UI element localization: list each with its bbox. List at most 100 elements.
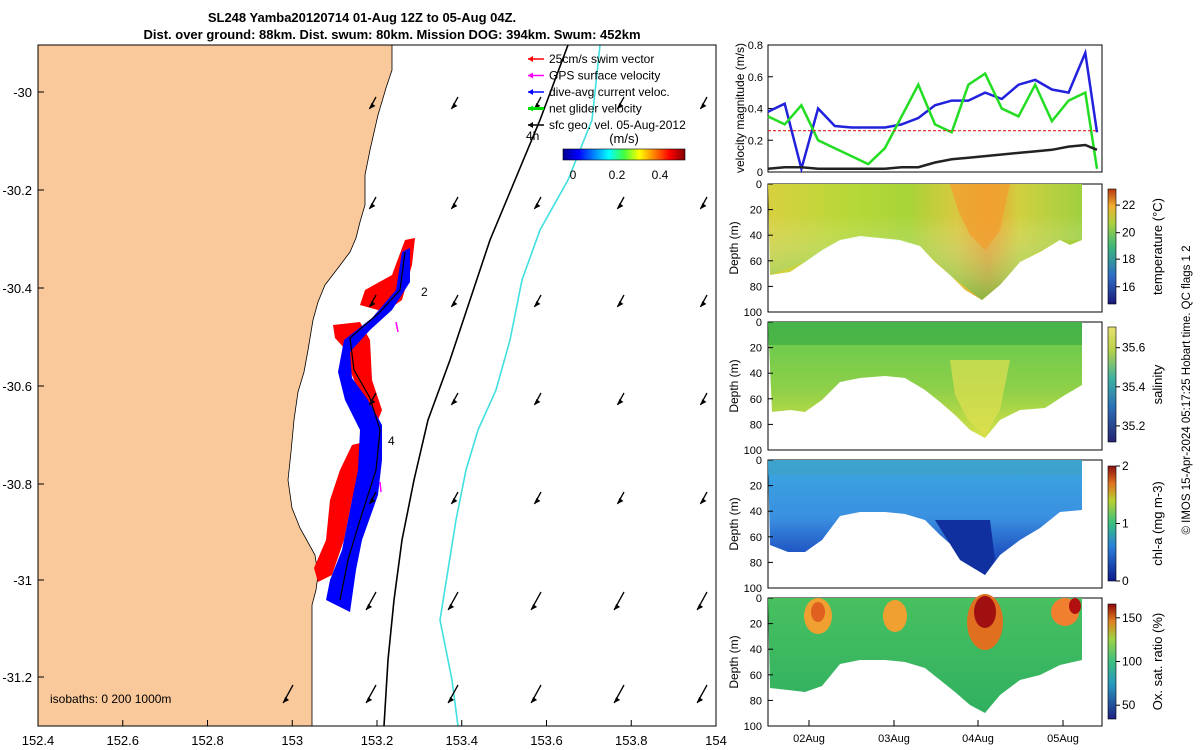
colorbar-tick-label: 50	[1122, 698, 1136, 712]
salinity-field	[768, 322, 1082, 438]
geo-velocity-arrow	[616, 196, 625, 210]
current-vectors	[326, 248, 410, 612]
geo-velocity-arrow	[447, 684, 459, 704]
geo-velocity-arrow	[365, 591, 377, 611]
colorbar-tick-1: 0.2	[609, 168, 626, 182]
depth-axis-label: Depth (m)	[727, 497, 741, 550]
glider-track	[339, 251, 406, 601]
track-label-2: 2	[421, 285, 428, 299]
depth-tick-label: 100	[744, 583, 762, 595]
depth-tick-label: 40	[750, 644, 762, 656]
temperature-panel	[767, 183, 1103, 313]
depth-tick-label: 80	[750, 419, 762, 431]
colorbar-tick-label: 2	[1122, 459, 1129, 473]
depth-tick-label: 60	[750, 394, 762, 406]
colorbar-tick-label: 1	[1122, 517, 1129, 531]
map-xtick-label: 152.6	[106, 733, 139, 748]
legend-entry: sfc geo. vel. 05-Aug-2012	[528, 118, 686, 132]
geo-velocity-arrow	[533, 491, 542, 505]
depth-tick-label: 60	[750, 670, 762, 682]
oxygen-field	[768, 598, 1082, 713]
colorbar-tick-2: 0.4	[652, 168, 669, 182]
geo-velocity-arrow	[696, 684, 708, 704]
map-ytick-label: -30.2	[2, 183, 32, 198]
velocity-ytick-label: 0	[757, 167, 763, 179]
map-legend: 25cm/s swim vector GPS surface velocity di…	[528, 52, 686, 132]
track-label-4h: 4h	[526, 129, 539, 143]
colorbar-tick-label: 18	[1122, 252, 1136, 266]
colorbar-tick-label: 35.2	[1122, 419, 1146, 433]
geo-velocity-arrow	[699, 96, 708, 110]
velocity-series-line	[767, 71, 1099, 169]
map-ytick-label: -30.8	[2, 477, 32, 492]
section-label: salinity	[1150, 364, 1165, 404]
map-panel: 152.4 152.6 152.8 153 153.2 153.4 153.6 153.8 15…	[2, 44, 727, 748]
depth-tick-label: 40	[750, 506, 762, 518]
legend-label: 25cm/s swim vector	[549, 52, 654, 66]
time-tick-label: 03Aug	[878, 733, 910, 745]
depth-tick-label: 20	[750, 205, 762, 217]
geo-velocity-arrow	[699, 491, 708, 505]
colorbar-tick-label: 35.4	[1122, 380, 1146, 394]
map-xtick-label: 154	[705, 733, 727, 748]
colorbar-tick-label: 150	[1122, 611, 1142, 625]
depth-tick-label: 60	[750, 532, 762, 544]
legend-entry: net glider velocity	[528, 102, 642, 116]
depth-tick-label: 80	[750, 281, 762, 293]
depth-tick-label: 100	[744, 445, 762, 457]
map-axis-ticks: 152.4 152.6 152.8 153 153.2 153.4 153.6 153.8 15…	[2, 85, 726, 748]
chla-field	[768, 460, 1082, 575]
geo-velocity-arrow	[616, 392, 625, 406]
map-xtick-label: 153.2	[361, 733, 394, 748]
geo-velocity-arrow	[613, 591, 625, 611]
chla-colorbar	[1107, 465, 1117, 582]
map-xtick-label: 152.4	[22, 733, 55, 748]
colorbar-tick-label: 100	[1122, 655, 1142, 669]
geo-velocity-arrow	[533, 392, 542, 406]
geo-velocity-arrow	[696, 591, 708, 611]
figure-subtitle: Dist. over ground: 88km. Dist. swum: 80k…	[143, 27, 640, 42]
swim-vectors	[314, 238, 415, 582]
depth-tick-label: 80	[750, 695, 762, 707]
geo-velocity-arrow	[450, 294, 459, 308]
isobath-200m	[383, 45, 569, 726]
geo-velocity-arrow	[282, 684, 294, 704]
time-tick-label: 04Aug	[962, 733, 994, 745]
isobath-1000m	[439, 45, 601, 726]
depth-axis-label: Depth (m)	[727, 635, 741, 688]
velocity-ylabel: velocity magnitude (m/s)	[733, 43, 747, 173]
map-ytick-label: -30.6	[2, 379, 32, 394]
depth-tick-label: 100	[744, 721, 762, 733]
depth-tick-label: 0	[756, 455, 762, 467]
salinity-panel	[767, 321, 1103, 451]
figure-title: SL248 Yamba20120714 01-Aug 12Z to 05-Aug…	[208, 10, 516, 25]
map-ytick-label: -30	[13, 85, 32, 100]
geo-velocity-arrow	[447, 591, 459, 611]
depth-axis-label: Depth (m)	[727, 221, 741, 274]
depth-tick-label: 60	[750, 256, 762, 268]
map-ytick-label: -30.4	[2, 281, 32, 296]
geo-velocity-arrow	[530, 591, 542, 611]
geo-velocity-arrow	[616, 491, 625, 505]
oxygen-panel	[767, 594, 1103, 727]
geo-velocity-arrow	[368, 491, 377, 505]
colorbar-title: (m/s)	[609, 131, 639, 146]
colorbar-tick-label: 22	[1122, 198, 1136, 212]
section-label: temperature (°C)	[1150, 198, 1165, 295]
map-xtick-label: 152.8	[191, 733, 224, 748]
velocity-ytick-label: 0.8	[748, 40, 763, 52]
geo-velocity-arrow	[368, 96, 377, 110]
legend-label: net glider velocity	[549, 102, 642, 116]
colorbar-tick-label: 35.6	[1122, 341, 1146, 355]
colorbar-gradient	[562, 148, 686, 161]
geo-velocity-arrow	[450, 196, 459, 210]
colorbar-tick-label: 0	[1122, 574, 1129, 588]
map-xtick-label: 153.8	[615, 733, 648, 748]
section-axes: 0 20 40 60 80 100 Depth (m) 0 20 40 60 80 100 Depth (…	[727, 179, 1079, 745]
geo-velocity-arrow	[616, 96, 625, 110]
depth-tick-label: 20	[750, 619, 762, 631]
isobaths-label: isobaths: 0 200 1000m	[50, 692, 171, 706]
legend-label: GPS surface velocity	[549, 69, 660, 83]
colorbar-tick-label: 16	[1122, 280, 1136, 294]
